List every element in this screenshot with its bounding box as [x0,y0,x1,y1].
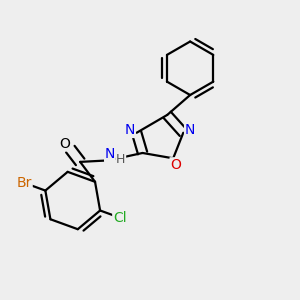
Text: Br: Br [17,176,32,190]
Text: O: O [60,137,70,151]
Text: H: H [116,153,126,166]
Text: Cl: Cl [113,211,127,225]
Text: N: N [184,123,195,137]
Text: O: O [170,158,181,172]
Text: N: N [125,123,135,137]
Text: N: N [105,148,115,161]
